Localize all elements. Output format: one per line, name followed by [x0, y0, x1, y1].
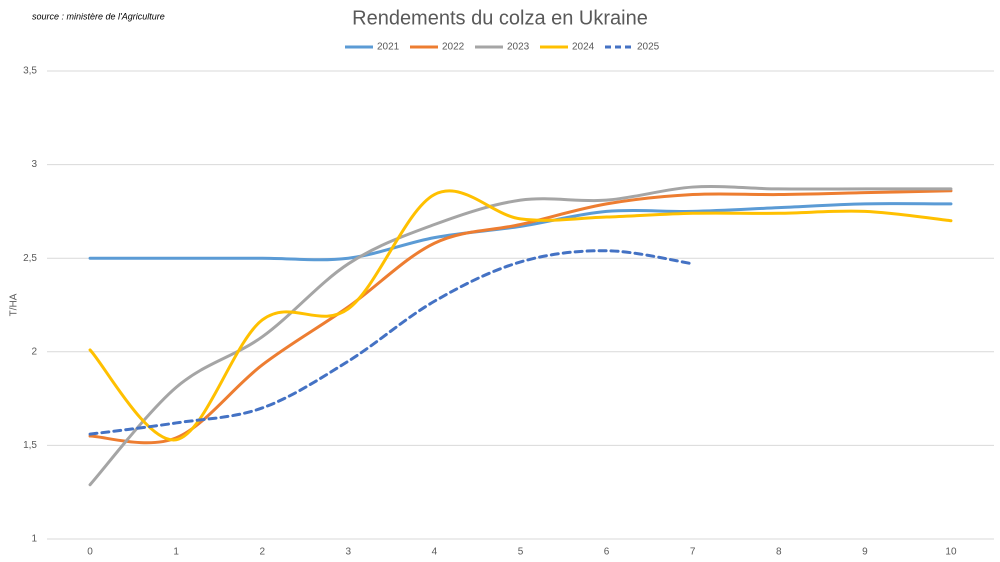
x-tick-label: 4 — [432, 547, 438, 558]
x-tick-label: 5 — [518, 547, 524, 558]
legend-label: 2025 — [637, 42, 660, 53]
series-line — [88, 189, 953, 445]
legend-label: 2024 — [572, 42, 595, 53]
x-tick-label: 10 — [945, 547, 957, 558]
y-tick-label: 3 — [31, 159, 37, 170]
y-axis-label: T/HA — [9, 293, 20, 316]
series-line — [88, 249, 695, 436]
chart-title: Rendements du colza en Ukraine — [352, 7, 648, 29]
x-tick-label: 8 — [776, 547, 782, 558]
series-line — [88, 185, 953, 487]
series-line — [88, 202, 953, 262]
x-tick-label: 7 — [690, 547, 696, 558]
x-tick-label: 6 — [604, 547, 610, 558]
legend-label: 2021 — [377, 42, 400, 53]
y-tick-label: 2,5 — [23, 253, 37, 264]
y-tick-label: 1 — [31, 534, 37, 545]
x-tick-label: 1 — [173, 547, 179, 558]
legend-label: 2023 — [507, 42, 530, 53]
source: source : ministère de l'Agriculture — [32, 11, 165, 21]
x-tick-label: 0 — [87, 547, 93, 558]
x-tick-label: 2 — [259, 547, 265, 558]
x-tick-label: 3 — [346, 547, 352, 558]
x-tick-label: 9 — [862, 547, 868, 558]
y-tick-label: 1,5 — [23, 440, 37, 451]
series-line — [88, 189, 953, 442]
y-tick-label: 2 — [31, 346, 37, 357]
legend-label: 2022 — [442, 42, 465, 53]
y-tick-label: 3,5 — [23, 66, 37, 77]
